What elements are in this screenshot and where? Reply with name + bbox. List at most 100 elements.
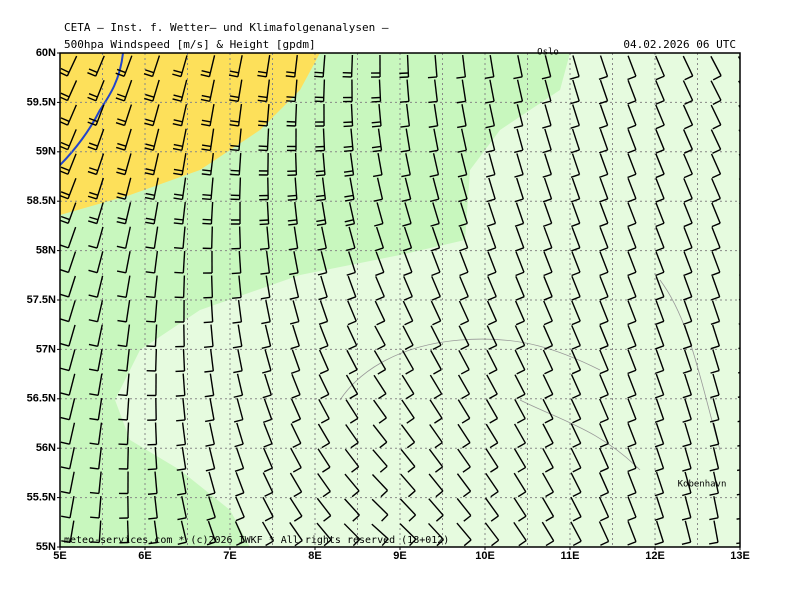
barb-feather — [148, 469, 157, 470]
barb-shaft — [741, 374, 746, 395]
barb-feather — [118, 419, 127, 420]
barb-shaft — [743, 521, 746, 543]
barb-shaft — [742, 398, 747, 419]
lon-label: 9E — [393, 550, 406, 562]
barb-shaft — [740, 203, 748, 223]
barb-shaft — [741, 325, 747, 346]
barb-feather — [428, 77, 437, 78]
city-label: Oslo — [537, 48, 559, 58]
barb-shaft — [742, 447, 746, 469]
barb-feather — [203, 219, 212, 220]
barb-feather — [118, 395, 127, 396]
lat-label: 56.5N — [27, 393, 56, 405]
barb-feather — [230, 174, 239, 175]
barb-shaft — [240, 227, 241, 249]
barb-feather — [90, 517, 99, 518]
lon-label: 11E — [561, 550, 580, 562]
barb-feather — [148, 493, 157, 494]
wind-barb — [740, 227, 748, 251]
barb-feather — [230, 146, 239, 147]
city-label: Kobenhavn — [678, 480, 727, 490]
barb-feather — [288, 224, 297, 225]
barb-shaft — [212, 276, 213, 298]
field — [59, 53, 749, 547]
barb-feather — [372, 126, 381, 127]
barb-feather — [314, 72, 323, 73]
barb-feather — [232, 297, 241, 298]
barb-feather — [314, 76, 323, 77]
barb-feather — [344, 150, 353, 151]
barb-feather — [90, 493, 99, 494]
barb-feather — [288, 220, 297, 221]
barb-feather — [260, 248, 269, 249]
barb-feather — [146, 297, 155, 298]
barb-shaft — [740, 276, 747, 297]
barb-feather — [258, 125, 267, 126]
lat-label: 55.5N — [27, 492, 56, 504]
barb-feather — [118, 370, 127, 371]
barb-feather — [740, 248, 748, 251]
barb-shaft — [741, 301, 748, 322]
barb-feather — [400, 101, 409, 102]
lat-label: 58N — [36, 245, 56, 257]
lon-label: 12E — [645, 550, 665, 562]
barb-shaft — [740, 227, 748, 247]
barb-feather — [740, 223, 748, 226]
footer: meteo-services.com * (c)2026 IWKF * All … — [64, 535, 449, 546]
lat-label: 56N — [36, 442, 56, 454]
barb-shaft — [742, 423, 746, 445]
wind-barb — [740, 203, 748, 227]
barb-shaft — [352, 55, 353, 77]
barb-feather — [260, 224, 269, 225]
lat-label: 58.5N — [27, 195, 56, 207]
barb-feather — [259, 220, 268, 221]
barb-shaft — [184, 276, 185, 298]
lon-label: 10E — [475, 550, 495, 562]
barb-shaft — [742, 472, 745, 494]
barb-feather — [202, 199, 211, 200]
barb-feather — [202, 195, 211, 196]
barb-feather — [741, 125, 749, 129]
lon-label: 8E — [308, 550, 321, 562]
barb-feather — [286, 101, 295, 102]
barb-shaft — [156, 423, 157, 445]
barb-feather — [176, 420, 185, 421]
barb-feather — [232, 273, 241, 274]
barb-feather — [316, 171, 325, 172]
lon-label: 5E — [53, 550, 66, 562]
barb-feather — [204, 346, 213, 347]
barb-feather — [288, 195, 297, 196]
barb-feather — [230, 150, 239, 151]
barb-shaft — [156, 349, 157, 371]
barb-feather — [741, 149, 749, 153]
barb-feather — [176, 395, 185, 396]
barb-feather — [316, 175, 325, 176]
barb-feather — [202, 223, 211, 224]
barb-feather — [258, 121, 267, 122]
lat-label: 57.5N — [27, 294, 56, 306]
barb-shaft — [296, 104, 297, 126]
barb-feather — [344, 146, 353, 147]
barb-feather — [286, 97, 295, 98]
barb-feather — [204, 322, 213, 323]
lon-label: 7E — [223, 550, 236, 562]
date: 04.02.2026 06 UTC — [623, 38, 736, 51]
barb-feather — [372, 122, 381, 123]
lat-label: 60N — [36, 47, 56, 59]
barb-shaft — [743, 496, 746, 518]
lon-label: 6E — [138, 550, 151, 562]
barb-feather — [741, 174, 749, 178]
barb-feather — [288, 199, 297, 200]
barb-feather — [741, 100, 749, 104]
lat-label: 57N — [36, 343, 56, 355]
subtitle: 500hpa Windspeed [m/s] & Height [gpdm] — [64, 38, 316, 51]
title: CETA — Inst. f. Wetter— und Klimafolgena… — [64, 21, 389, 34]
barb-feather — [740, 199, 748, 203]
barb-feather — [174, 272, 183, 273]
barb-shaft — [740, 178, 749, 198]
barb-feather — [174, 248, 183, 249]
lon-label: 13E — [730, 550, 750, 562]
barb-feather — [146, 321, 155, 322]
barb-feather — [231, 170, 240, 171]
